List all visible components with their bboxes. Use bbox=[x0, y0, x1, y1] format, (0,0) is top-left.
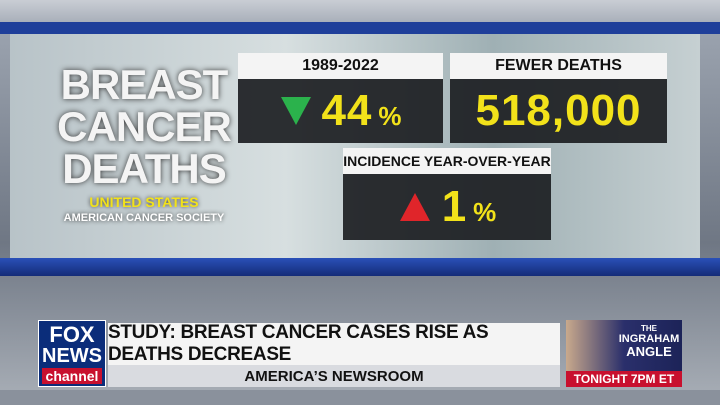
promo-line: ANGLE bbox=[626, 344, 672, 359]
panel: INCIDENCE YEAR-OVER-YEAR 1 % bbox=[343, 148, 551, 240]
headline-bar: STUDY: BREAST CANCER CASES RISE AS DEATH… bbox=[108, 322, 560, 365]
show-name: AMERICA’S NEWSROOM bbox=[244, 367, 424, 385]
floor bbox=[0, 390, 720, 405]
down-arrow bbox=[281, 97, 312, 125]
panel-value: 44 bbox=[321, 86, 373, 135]
logo-text: channel bbox=[42, 368, 102, 384]
region: UNITED STATES bbox=[89, 194, 199, 210]
panel-unit: % bbox=[378, 100, 402, 131]
logo-text: NEWS bbox=[42, 345, 102, 367]
panel-unit: % bbox=[473, 196, 497, 227]
panel-value: 1 bbox=[441, 182, 468, 231]
promo-line: INGRAHAM bbox=[618, 333, 680, 345]
promo-line: THE bbox=[641, 324, 657, 333]
panel: 1989-2022 44 % bbox=[238, 53, 443, 143]
panel-header: INCIDENCE YEAR-OVER-YEAR bbox=[343, 148, 551, 174]
up-arrow bbox=[399, 193, 430, 221]
panel: FEWER DEATHS 518,000 bbox=[450, 53, 667, 143]
headline: STUDY: BREAST CANCER CASES RISE AS DEATH… bbox=[108, 322, 489, 365]
panel-value: 518,000 bbox=[475, 86, 642, 135]
title-line: BREAST bbox=[60, 61, 229, 108]
promo-title: THE INGRAHAM ANGLE bbox=[618, 324, 680, 359]
source: AMERICAN CANCER SOCIETY bbox=[63, 212, 225, 224]
promo: THE INGRAHAM ANGLE TONIGHT 7PM ET bbox=[566, 320, 682, 387]
show-bar: AMERICA’S NEWSROOM bbox=[108, 365, 560, 387]
title: BREAST CANCER DEATHS UNITED STATES AMERI… bbox=[56, 61, 232, 225]
logo-text: FOX bbox=[49, 322, 95, 347]
promo-time-bar: TONIGHT 7PM ET bbox=[566, 371, 682, 387]
panel-body: 44 % bbox=[238, 79, 443, 143]
panel-body: 518,000 bbox=[450, 79, 667, 143]
panel-body: 1 % bbox=[343, 174, 551, 240]
title-line: CANCER bbox=[57, 103, 232, 150]
fox-logo: FOX NEWS channel bbox=[38, 320, 106, 387]
panel-header: 1989-2022 bbox=[238, 53, 443, 79]
title-line: DEATHS bbox=[62, 145, 227, 192]
screen-frame bbox=[0, 22, 720, 34]
screen-bottom-bar bbox=[0, 258, 720, 276]
panel-header: FEWER DEATHS bbox=[450, 53, 667, 79]
